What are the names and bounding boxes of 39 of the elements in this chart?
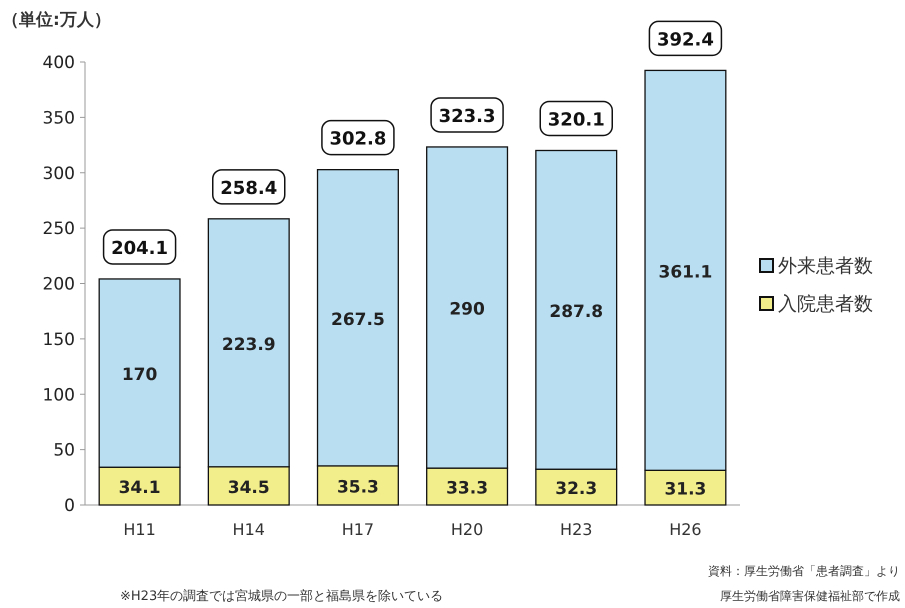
data-label: 361.1	[658, 262, 712, 282]
data-label: 170	[122, 365, 158, 386]
y-axis-title: （単位:万人）	[2, 10, 111, 30]
legend-label: 入院患者数	[778, 293, 873, 315]
y-tick-label: 150	[42, 330, 75, 350]
data-label: 267.5	[331, 310, 385, 330]
y-tick-label: 250	[42, 219, 75, 240]
x-tick-label: H11	[123, 520, 156, 539]
total-label: 320.1	[548, 109, 605, 130]
data-label: 33.3	[446, 478, 488, 499]
total-label: 258.4	[220, 178, 278, 199]
x-tick-label: H26	[669, 520, 702, 539]
data-label: 287.8	[549, 302, 604, 322]
x-tick-label: H14	[232, 520, 265, 539]
x-tick-label: H23	[560, 520, 592, 539]
text: 資料：厚生労働省「患者調査」より	[708, 564, 900, 578]
y-tick-label: 400	[42, 53, 75, 73]
y-tick-label: 200	[42, 274, 75, 294]
data-label: 223.9	[222, 334, 276, 355]
text: 厚生労働省障害保健福祉部で作成	[720, 589, 900, 603]
y-tick-label: 50	[53, 440, 75, 461]
x-tick-label: H17	[342, 520, 374, 539]
total-label: 392.4	[656, 29, 714, 50]
data-label: 290	[449, 300, 485, 320]
data-label: 31.3	[664, 480, 706, 500]
x-tick-label: H20	[450, 520, 484, 539]
y-tick-label: 350	[42, 108, 75, 128]
data-label: 34.1	[118, 478, 161, 498]
data-label: 35.3	[336, 477, 379, 498]
total-label: 204.1	[111, 238, 168, 259]
data-label: 34.5	[228, 478, 270, 498]
y-tick-label: 0	[64, 496, 75, 516]
total-label: 323.3	[438, 106, 496, 127]
y-tick-label: 300	[42, 164, 75, 184]
total-label: 302.8	[329, 128, 386, 150]
text: ※H23年の調査では宮城県の一部と福島県を除いている	[120, 588, 444, 604]
y-tick-label: 100	[42, 385, 75, 406]
data-label: 32.3	[555, 479, 598, 500]
legend-label: 外来患者数	[778, 255, 873, 277]
